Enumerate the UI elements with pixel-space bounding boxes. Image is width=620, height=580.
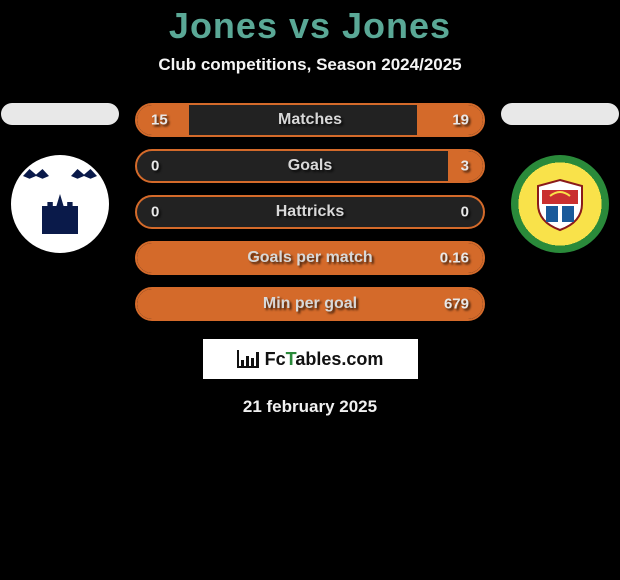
stat-left-value: 0 [151,158,159,175]
main-row: 15 Matches 19 0 Goals 3 0 Hattricks 0 [0,103,620,321]
stat-right-value: 679 [444,296,469,313]
stat-right-value: 3 [461,158,469,175]
left-club-badge [11,155,109,253]
stat-right-value: 0 [461,204,469,221]
logo-part: Fc [265,349,286,369]
logo-text: FcTables.com [265,349,384,370]
stat-row-hattricks: 0 Hattricks 0 [135,195,485,229]
logo-part: T [286,349,296,369]
fctables-logo[interactable]: FcTables.com [203,339,418,379]
castle-icon [42,194,78,234]
stat-label: Goals [288,157,332,175]
stat-fill-right [417,105,483,135]
left-club-crest [15,159,105,249]
bird-icon [71,169,97,183]
logo-part: ables.com [295,349,383,369]
stat-label: Hattricks [276,203,344,221]
stat-row-matches: 15 Matches 19 [135,103,485,137]
stat-label: Goals per match [247,249,372,267]
left-player-pill [1,103,119,125]
stat-row-goals-per-match: Goals per match 0.16 [135,241,485,275]
stat-row-min-per-goal: Min per goal 679 [135,287,485,321]
stat-right-value: 0.16 [440,250,469,267]
right-player-col [500,103,620,253]
right-player-pill [501,103,619,125]
stats-column: 15 Matches 19 0 Goals 3 0 Hattricks 0 [135,103,485,321]
stat-label: Min per goal [263,295,357,313]
right-club-crest [532,176,588,232]
stat-right-value: 19 [452,112,469,129]
stat-label: Matches [278,111,342,129]
bar-chart-icon [237,350,259,368]
page-title: Jones vs Jones [0,5,620,47]
comparison-card: Jones vs Jones Club competitions, Season… [0,0,620,417]
right-club-badge [511,155,609,253]
stat-row-goals: 0 Goals 3 [135,149,485,183]
bird-icon [23,169,49,183]
shield-icon [532,176,588,232]
stat-left-value: 15 [151,112,168,129]
subtitle: Club competitions, Season 2024/2025 [0,55,620,75]
left-player-col [0,103,120,253]
stat-left-value: 0 [151,204,159,221]
date-label: 21 february 2025 [0,397,620,417]
